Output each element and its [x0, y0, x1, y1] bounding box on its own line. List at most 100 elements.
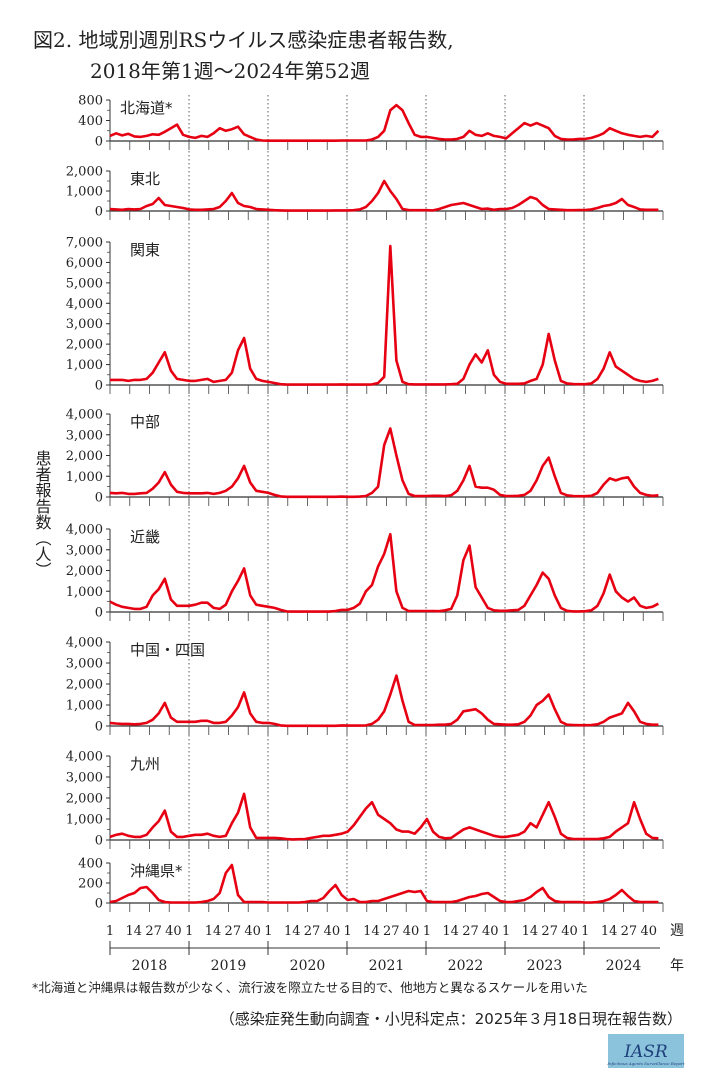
week-tick-label: 40 — [244, 924, 261, 939]
year-label: 2024 — [606, 958, 642, 974]
y-tick-label: 3,000 — [66, 317, 103, 332]
week-tick-label: 27 — [541, 924, 558, 939]
week-axis-unit: 週 — [670, 923, 684, 939]
year-label: 2018 — [132, 958, 168, 974]
panel: 0 200 400 沖縄県* — [78, 857, 664, 912]
y-tick-label: 200 — [78, 877, 103, 892]
week-tick-label: 40 — [640, 924, 657, 939]
week-tick-label: 27 — [462, 924, 479, 939]
week-tick-label: 27 — [383, 924, 400, 939]
panel: 0 1,000 2,000 3,000 4,000 九州 — [66, 750, 664, 849]
panel: 0 1,000 2,000 3,000 4,000 中部 — [66, 408, 664, 506]
y-tick-label: 3,000 — [66, 657, 103, 672]
y-tick-label: 2,000 — [66, 564, 103, 579]
y-tick-label: 0 — [95, 720, 103, 735]
series-line-関東 — [110, 244, 659, 386]
y-tick-label: 5,000 — [66, 276, 103, 291]
year-label: 2022 — [448, 958, 484, 974]
week-tick-label: 1 — [185, 924, 193, 939]
chart-title-line1: 図2. 地域別週別RSウイルス感染症患者報告数, — [33, 28, 454, 52]
y-tick-label: 0 — [95, 135, 103, 150]
panel: 0 1,000 2,000 3,000 4,000 5,000 6,000 7,000 関東 — [66, 236, 664, 394]
y-tick-label: 4,000 — [66, 408, 103, 423]
y-tick-label: 0 — [95, 379, 103, 394]
series-line-九州 — [109, 792, 659, 841]
y-tick-label: 4,000 — [66, 636, 103, 651]
year-label: 2019 — [211, 958, 247, 974]
week-tick-label: 14 — [284, 924, 301, 939]
y-tick-label: 0 — [95, 897, 103, 912]
week-tick-label: 14 — [522, 924, 539, 939]
week-tick-label: 40 — [482, 924, 499, 939]
panel: 0 1,000 2,000 東北 — [66, 165, 664, 220]
week-tick-label: 27 — [145, 924, 162, 939]
week-tick-label: 1 — [423, 924, 431, 939]
y-tick-label: 1,000 — [66, 699, 103, 714]
week-tick-label: 40 — [561, 924, 578, 939]
week-tick-label: 40 — [403, 924, 420, 939]
y-tick-label: 3,000 — [66, 771, 103, 786]
region-label: 中国・四国 — [130, 641, 205, 659]
week-tick-label: 1 — [106, 924, 114, 939]
series-line-近畿 — [109, 532, 659, 613]
week-tick-label: 27 — [225, 924, 242, 939]
week-tick-label: 14 — [601, 924, 618, 939]
week-tick-label: 1 — [581, 924, 589, 939]
series-line-北海道* — [109, 103, 660, 142]
chart-title-line2: 2018年第1週～2024年第52週 — [90, 59, 370, 83]
logo-subtitle: Infectious Agents Surveillance Report — [606, 1061, 685, 1066]
y-tick-label: 4,000 — [66, 523, 103, 538]
iasr-logo: IASR Infectious Agents Surveillance Repo… — [606, 1034, 685, 1068]
y-tick-label: 2,000 — [66, 678, 103, 693]
series-line-中部 — [109, 427, 659, 499]
y-tick-label: 4,000 — [66, 750, 103, 765]
panel: 0 1,000 2,000 3,000 4,000 近畿 — [66, 523, 664, 621]
week-tick-label: 1 — [264, 924, 272, 939]
panels: 0 400 800 北海道* 0 1,000 2,000 東北 0 1,000 2,000 3,000… — [66, 94, 664, 912]
logo-background — [608, 1034, 684, 1068]
y-tick-label: 0 — [95, 205, 103, 220]
y-tick-label: 0 — [95, 834, 103, 849]
region-label: 東北 — [130, 170, 160, 188]
y-tick-label: 1,000 — [66, 185, 103, 200]
week-tick-label: 1 — [344, 924, 352, 939]
panel: 0 1,000 2,000 3,000 4,000 中国・四国 — [66, 636, 664, 735]
y-tick-label: 1,000 — [66, 585, 103, 600]
y-tick-label: 3,000 — [66, 543, 103, 558]
y-tick-label: 4,000 — [66, 297, 103, 312]
region-label: 沖縄県* — [130, 862, 183, 880]
year-label: 2020 — [290, 958, 326, 974]
y-tick-label: 400 — [78, 857, 103, 872]
y-tick-label: 1,000 — [66, 813, 103, 828]
y-tick-label: 1,000 — [66, 358, 103, 373]
y-tick-label: 2,000 — [66, 338, 103, 353]
week-tick-label: 14 — [205, 924, 222, 939]
y-tick-label: 400 — [78, 114, 103, 129]
panel: 0 400 800 北海道* — [78, 94, 664, 150]
region-label: 九州 — [130, 755, 160, 773]
year-label: 2021 — [369, 958, 405, 974]
week-tick-label: 40 — [165, 924, 182, 939]
y-tick-label: 2,000 — [66, 792, 103, 807]
y-axis-label: 患者報告数（人） — [33, 450, 52, 578]
week-tick-label: 14 — [363, 924, 380, 939]
footnote: *北海道と沖縄県は報告数が少なく、流行波を際立たせる目的で、他地方と異なるスケー… — [32, 980, 588, 995]
y-tick-label: 0 — [95, 491, 103, 506]
year-axis-unit: 年 — [670, 958, 684, 974]
region-label: 近畿 — [130, 528, 160, 546]
region-label: 中部 — [130, 413, 160, 431]
series-line-東北 — [109, 179, 659, 212]
series-line-沖縄県* — [109, 863, 659, 904]
y-tick-label: 0 — [95, 606, 103, 621]
y-tick-label: 3,000 — [66, 428, 103, 443]
week-tick-label: 27 — [621, 924, 638, 939]
week-tick-label: 14 — [126, 924, 143, 939]
week-tick-label: 1 — [502, 924, 510, 939]
y-tick-label: 800 — [78, 94, 103, 109]
series-line-中国・四国 — [109, 674, 659, 728]
week-tick-label: 40 — [324, 924, 341, 939]
y-tick-label: 1,000 — [66, 470, 103, 485]
